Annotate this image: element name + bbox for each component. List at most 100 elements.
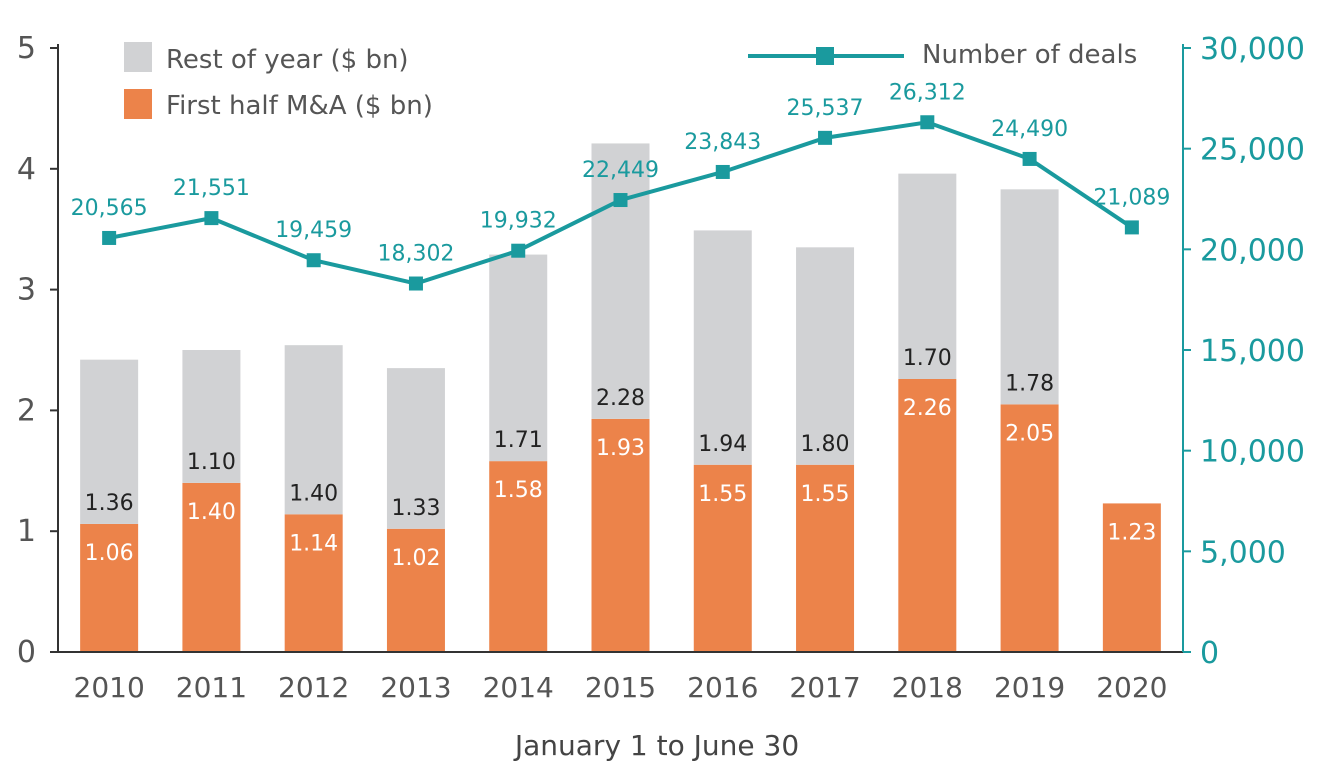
right-tick-3: 15,000 [1200, 334, 1305, 369]
left-tick-4: 4 [17, 152, 36, 187]
deals-label-2014: 19,932 [480, 209, 557, 234]
deals-label-2013: 18,302 [377, 242, 454, 267]
label-rest-of-year-2011: 1.10 [187, 450, 236, 475]
deals-marker-2017 [818, 130, 833, 145]
bars-layer [80, 143, 1161, 652]
left-tick-2: 2 [17, 393, 36, 428]
label-rest-of-year-2018: 1.70 [903, 346, 952, 371]
right-tick-2: 10,000 [1200, 435, 1305, 470]
right-tick-1: 5,000 [1200, 535, 1286, 570]
deals-label-2016: 23,843 [684, 130, 761, 155]
deals-label-2010: 20,565 [71, 196, 148, 221]
bar-rest-of-year-2018 [898, 173, 957, 379]
bar-rest-of-year-2012 [284, 345, 343, 515]
x-tick-2015: 2015 [585, 671, 656, 704]
bar-rest-of-year-2010 [80, 359, 139, 524]
label-first-half-2010: 1.06 [85, 541, 134, 566]
bar-first-half-2016 [693, 464, 752, 652]
label-rest-of-year-2016: 1.94 [698, 432, 747, 457]
bar-first-half-2013 [386, 528, 445, 652]
labels-layer: 1.36 1.06 1.10 1.40 1.40 1.14 1.33 1.02 1.71 1.58… [71, 80, 1171, 571]
x-tick-2016: 2016 [687, 671, 758, 704]
x-tick-2018: 2018 [892, 671, 963, 704]
bar-first-half-2017 [796, 464, 855, 652]
bar-first-half-2019 [1000, 404, 1059, 652]
x-tick-2013: 2013 [380, 671, 451, 704]
deals-marker-2013 [408, 276, 423, 291]
x-tick-2019: 2019 [994, 671, 1065, 704]
deals-marker-2016 [715, 164, 730, 179]
deals-label-2015: 22,449 [582, 158, 659, 183]
bar-rest-of-year-2016 [693, 230, 752, 465]
label-first-half-2013: 1.02 [391, 546, 440, 571]
label-rest-of-year-2015: 2.28 [596, 386, 645, 411]
bar-rest-of-year-2013 [386, 368, 445, 529]
legend-label-first: First half M&A ($ bn) [166, 91, 433, 121]
left-tick-5: 5 [17, 31, 36, 66]
bar-first-half-2020 [1102, 503, 1161, 652]
label-rest-of-year-2017: 1.80 [801, 432, 850, 457]
bar-first-half-2011 [182, 482, 241, 652]
label-first-half-2011: 1.40 [187, 500, 236, 525]
left-tick-0: 0 [17, 635, 36, 670]
deals-label-2019: 24,490 [991, 117, 1068, 142]
label-rest-of-year-2014: 1.71 [494, 428, 543, 453]
x-axis-title: January 1 to June 30 [513, 729, 799, 762]
bar-rest-of-year-2011 [182, 350, 241, 483]
deals-line-layer [102, 115, 1139, 291]
label-rest-of-year-2019: 1.78 [1005, 371, 1054, 396]
legend-label-deals: Number of deals [922, 40, 1137, 70]
bar-first-half-2015 [591, 418, 650, 652]
legend-swatch-first [124, 89, 152, 119]
right-tick-4: 20,000 [1200, 233, 1305, 268]
right-tick-6: 30,000 [1200, 32, 1305, 67]
deals-marker-2018 [920, 115, 935, 130]
label-first-half-2015: 1.93 [596, 436, 645, 461]
deals-marker-2015 [613, 193, 628, 208]
legend-marker-deals [816, 47, 834, 65]
bar-first-half-2014 [489, 461, 548, 652]
x-tick-2011: 2011 [176, 671, 247, 704]
deals-marker-2010 [102, 230, 117, 245]
deals-label-2018: 26,312 [889, 80, 966, 105]
x-tick-2012: 2012 [278, 671, 349, 704]
deals-label-2020: 21,089 [1093, 185, 1170, 210]
bar-rest-of-year-2015 [591, 143, 650, 419]
bar-rest-of-year-2017 [796, 247, 855, 465]
label-first-half-2019: 2.05 [1005, 421, 1054, 446]
left-tick-3: 3 [17, 273, 36, 308]
axes-layer: 2010 2011 2012 2013 2014 2015 2016 2017 2018 2019… [17, 31, 1305, 704]
legend-label-rest: Rest of year ($ bn) [166, 45, 409, 75]
deals-label-2017: 25,537 [787, 96, 864, 121]
label-first-half-2020: 1.23 [1107, 520, 1156, 545]
x-tick-2014: 2014 [483, 671, 554, 704]
label-first-half-2012: 1.14 [289, 531, 338, 556]
deals-marker-2020 [1124, 220, 1139, 235]
deals-marker-2011 [204, 211, 219, 226]
right-tick-5: 25,000 [1200, 133, 1305, 168]
deals-label-2011: 21,551 [173, 176, 250, 201]
label-first-half-2016: 1.55 [698, 482, 747, 507]
label-first-half-2014: 1.58 [494, 478, 543, 503]
bar-rest-of-year-2014 [489, 254, 548, 462]
label-rest-of-year-2012: 1.40 [289, 481, 338, 506]
bar-rest-of-year-2019 [1000, 189, 1059, 405]
deals-marker-2012 [306, 253, 321, 268]
bar-first-half-2012 [284, 514, 343, 652]
deals-marker-2014 [511, 243, 526, 258]
label-first-half-2017: 1.55 [801, 482, 850, 507]
legend: Rest of year ($ bn) First half M&A ($ bn… [124, 40, 1137, 121]
deals-marker-2019 [1022, 151, 1037, 166]
bar-first-half-2010 [80, 523, 139, 652]
deals-label-2012: 19,459 [275, 218, 352, 243]
right-tick-0: 0 [1200, 636, 1219, 671]
x-tick-2020: 2020 [1096, 671, 1167, 704]
bar-first-half-2018 [898, 378, 957, 652]
x-tick-2017: 2017 [789, 671, 860, 704]
label-rest-of-year-2010: 1.36 [85, 491, 134, 516]
label-rest-of-year-2013: 1.33 [391, 496, 440, 521]
label-first-half-2018: 2.26 [903, 396, 952, 421]
x-tick-2010: 2010 [74, 671, 145, 704]
legend-swatch-rest [124, 42, 152, 72]
